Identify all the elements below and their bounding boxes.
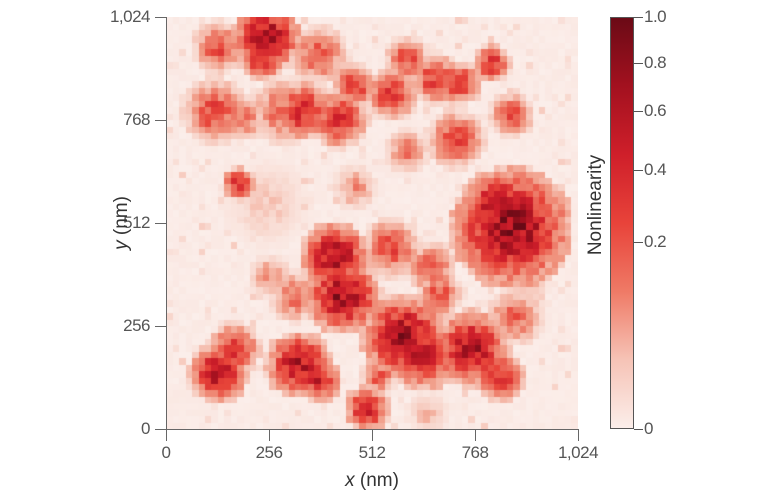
x-tick-label: 256 [255,443,283,462]
x-tick-label: 0 [161,443,171,462]
y-tick-label: 0 [141,419,150,438]
colorbar-tick-label: 0.4 [644,159,667,179]
y-tick [155,17,166,18]
y-tick [155,326,166,327]
x-tick [372,430,373,441]
y-axis-line [166,17,167,430]
colorbar-tick [634,110,643,112]
y-tick-label: 1,024 [109,7,151,26]
x-tick-label: 768 [461,443,489,462]
x-axis-variable: x [345,470,355,491]
x-tick-label: 512 [358,443,386,462]
colorbar-tick-label: 0.2 [644,231,667,251]
colorbar-tick [634,241,643,243]
heatmap-grid [167,17,578,429]
colorbar-label: Nonlinearity [585,154,606,256]
x-axis-unit: (nm) [354,470,399,491]
x-tick [475,430,476,441]
x-tick-label: 1,024 [557,443,599,462]
y-axis-unit: (nm) [111,196,132,241]
x-tick [269,430,270,441]
y-tick [155,429,166,430]
y-tick-label: 768 [123,110,150,129]
colorbar-tick-label: 0.6 [644,100,667,120]
colorbar-tick [634,17,643,18]
y-tick-label: 512 [123,213,150,232]
x-tick [578,430,579,441]
heatmap-plot-area [167,17,578,429]
colorbar-tick-label: 0.8 [644,53,667,73]
x-tick [166,430,167,441]
colorbar-tick [634,429,643,430]
colorbar-tick [634,63,643,65]
colorbar [610,17,634,429]
y-axis-label: y (nm) [111,196,133,250]
y-tick [155,223,166,224]
colorbar-tick-label: 0 [644,419,653,438]
x-axis-label: x (nm) [345,470,399,492]
y-tick-label: 256 [123,316,150,335]
y-tick [155,120,166,121]
colorbar-tick-label: 1.0 [644,7,667,26]
y-axis-variable: y [111,240,132,250]
x-axis-line [166,429,579,430]
colorbar-tick [634,169,643,171]
